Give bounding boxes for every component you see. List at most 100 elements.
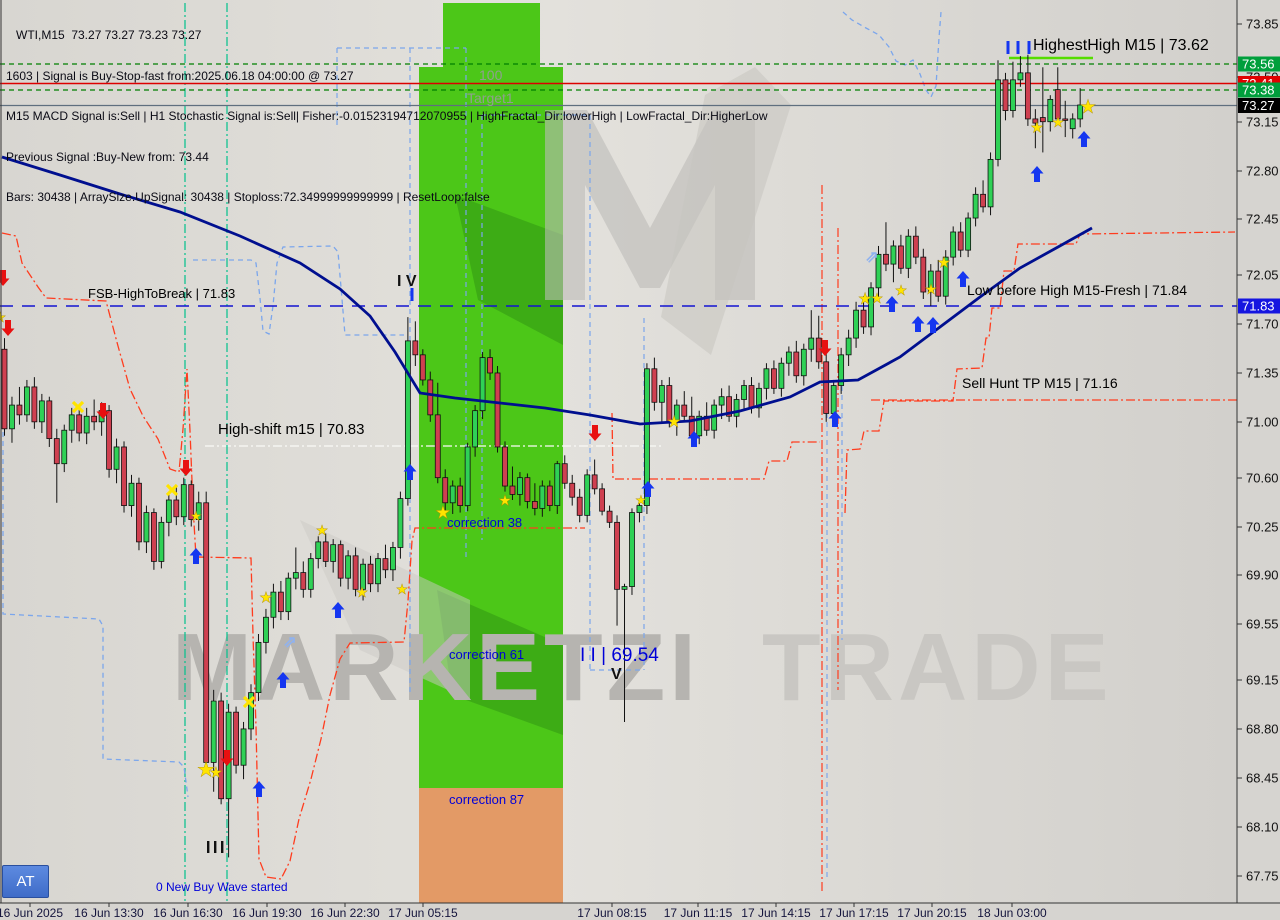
candle: [868, 287, 874, 328]
time-axis-label: 17 Jun 05:15: [388, 906, 458, 920]
time-axis-label: 16 Jun 22:30: [310, 906, 380, 920]
star-marker: ★: [259, 589, 272, 606]
candle: [860, 309, 867, 328]
candle: [367, 563, 374, 585]
candle: [494, 372, 501, 448]
chart-label: Sell Hunt TP M15 | 71.16: [962, 375, 1118, 391]
candle: [808, 337, 815, 350]
candle: [128, 482, 135, 506]
price-badge: [1238, 98, 1280, 113]
candle: [487, 357, 493, 374]
candle: [599, 488, 605, 512]
candle: [113, 446, 120, 470]
candle: [248, 692, 254, 730]
candle: [987, 159, 994, 208]
candle: [203, 502, 210, 763]
candle: [61, 429, 68, 465]
candle: [382, 558, 389, 571]
candle: [1, 348, 8, 430]
x-marker: [165, 483, 179, 497]
candle: [330, 544, 337, 562]
buy-arrow-icon: [252, 781, 266, 797]
star-marker: ★: [937, 254, 950, 271]
price-axis-label: 70.60: [1246, 471, 1279, 486]
candle: [509, 485, 516, 495]
candle: [397, 498, 404, 548]
candle: [285, 577, 292, 613]
candle: [927, 270, 934, 293]
star-marker: ★: [1030, 119, 1043, 136]
candle: [1077, 104, 1084, 120]
chart-label: FSB-HighToBreak | 71.83: [88, 286, 235, 301]
candle: [965, 217, 972, 251]
stop-envelope-line[interactable]: [1, 232, 585, 880]
time-axis-label: 17 Jun 14:15: [741, 906, 811, 920]
candle: [9, 404, 15, 430]
candle: [1010, 79, 1016, 111]
candle: [748, 385, 755, 409]
candle: [517, 477, 523, 495]
candle: [412, 340, 419, 356]
sell-arrow-icon: [588, 425, 602, 441]
star-marker: ★: [356, 584, 369, 600]
star-marker: ★: [871, 290, 884, 306]
candle: [1047, 98, 1054, 123]
star-marker: ★: [0, 309, 6, 325]
candle: [845, 337, 852, 356]
candle: [569, 482, 576, 498]
fractal-channel-line[interactable]: [842, 11, 942, 99]
time-axis-label: 16 Jun 16:30: [153, 906, 223, 920]
watermark-text-2: TRADE: [762, 614, 1113, 721]
candle: [658, 385, 665, 403]
candle: [651, 368, 658, 403]
candle: [718, 396, 725, 406]
candle: [53, 438, 60, 465]
chart-label: correction 87: [449, 792, 524, 807]
candle: [629, 512, 635, 587]
candle: [263, 616, 269, 643]
candle: [240, 728, 247, 766]
candle: [195, 502, 202, 520]
candle: [883, 253, 889, 265]
candle: [173, 499, 180, 518]
chart-label: 100: [479, 67, 503, 83]
wave-tick-marker: [410, 288, 414, 301]
candle: [375, 558, 381, 585]
candle: [606, 510, 613, 523]
fractal-channel-line[interactable]: [2, 432, 189, 798]
star-marker: ★: [396, 581, 409, 597]
candle: [76, 414, 83, 434]
candle: [1032, 118, 1039, 124]
candle: [898, 245, 904, 269]
candle: [91, 415, 98, 423]
candle: [1002, 79, 1009, 111]
correction-zone-orange: [419, 788, 563, 903]
candle: [890, 245, 897, 265]
price-axis-label: 72.45: [1246, 212, 1279, 227]
candle: [165, 499, 172, 523]
sell-arrow-icon: [96, 403, 110, 419]
candles: [1, 54, 1084, 858]
x-marker: [71, 400, 85, 414]
candle: [427, 379, 434, 416]
sell-arrow-icon: [0, 270, 10, 286]
chart-label: Low before High M15-Fresh | 71.84: [967, 282, 1187, 298]
price-axis-label: 69.90: [1246, 568, 1279, 583]
candle: [68, 414, 75, 431]
candle: [763, 368, 770, 389]
candle: [584, 474, 591, 516]
candle: [390, 547, 396, 571]
wave-tick-marker: [1016, 41, 1020, 54]
stop-envelope-line[interactable]: [611, 412, 820, 480]
auto-trade-button[interactable]: AT: [2, 865, 49, 898]
candle: [621, 586, 628, 590]
candle: [1062, 118, 1069, 121]
chart-label: correction 38: [447, 515, 522, 530]
price-axis-label: 67.75: [1246, 869, 1279, 884]
time-axis-label: 17 Jun 17:15: [819, 906, 889, 920]
candle: [255, 641, 262, 694]
candle: [136, 482, 142, 543]
stop-envelope-line[interactable]: [844, 231, 1236, 514]
